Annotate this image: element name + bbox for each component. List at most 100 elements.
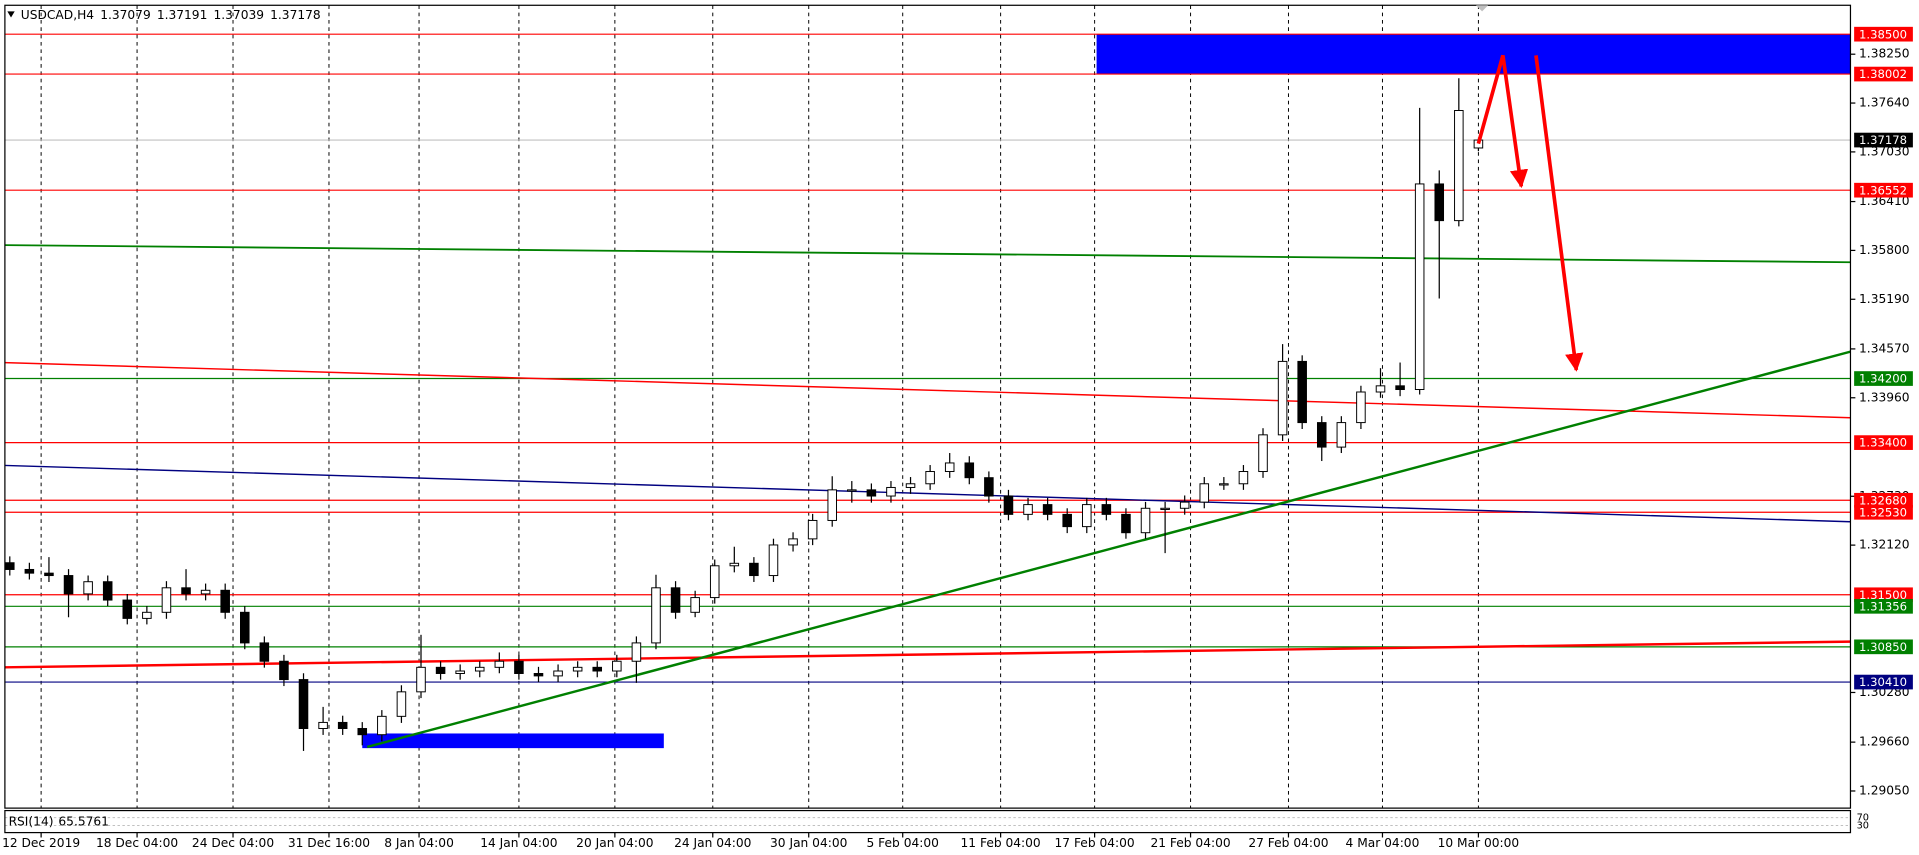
candle-body xyxy=(259,642,270,662)
candle-body xyxy=(161,587,172,613)
candle-body xyxy=(533,673,544,677)
candle-body xyxy=(807,519,818,540)
x-tick-label: 21 Feb 04:00 xyxy=(1150,836,1230,850)
candle-body xyxy=(1121,513,1131,534)
arrow xyxy=(1476,54,1529,189)
trendline xyxy=(4,464,1851,523)
y-tick-label: 1.29660 xyxy=(1859,735,1910,749)
candle-body xyxy=(572,666,583,672)
candle-body xyxy=(1082,504,1092,528)
last-high: 1.37191 xyxy=(157,8,208,22)
x-tick-label: 24 Dec 04:00 xyxy=(192,836,274,850)
candle-body xyxy=(279,660,289,681)
candle-body xyxy=(690,597,700,613)
candle-body xyxy=(24,568,35,574)
candle-body xyxy=(964,462,975,479)
candle-body xyxy=(886,486,896,497)
level-label-bg xyxy=(1854,26,1913,42)
y-tick-label: 1.32120 xyxy=(1859,538,1910,552)
candle-body xyxy=(1395,385,1405,391)
candle-body xyxy=(847,489,857,492)
menu-triangle[interactable] xyxy=(7,11,15,18)
candle-body xyxy=(435,666,446,674)
trendline xyxy=(366,350,1851,749)
x-tick-label: 27 Feb 04:00 xyxy=(1248,836,1328,850)
trendline xyxy=(4,244,1851,264)
candle-body xyxy=(1042,504,1053,515)
candle-body xyxy=(298,679,309,730)
level-label-bg xyxy=(1854,598,1913,614)
rsi-level-label: 70 xyxy=(1857,813,1869,824)
level-label: 1.33400 xyxy=(1859,436,1907,450)
candle-body xyxy=(631,642,642,662)
last-price-label-bg xyxy=(1854,132,1913,148)
overlay: 12 Dec 2019 18 Dec 04:00 24 Dec 04:00 31 De… xyxy=(2,26,1913,850)
candle-body xyxy=(181,587,191,595)
level-label-bg xyxy=(1854,674,1913,690)
candle-body xyxy=(788,538,798,546)
candle-body xyxy=(514,660,524,674)
x-tick-label: 24 Jan 04:00 xyxy=(674,836,751,850)
plot-border xyxy=(4,4,1852,809)
candle-body xyxy=(220,589,230,613)
candle-body xyxy=(1238,471,1249,485)
candle-body xyxy=(1023,504,1033,515)
candle-body xyxy=(5,562,15,570)
candle-body xyxy=(102,581,113,601)
level-label: 1.36552 xyxy=(1859,183,1907,197)
candle-body xyxy=(494,660,505,668)
x-tick-label: 17 Feb 04:00 xyxy=(1055,836,1135,850)
plot-area xyxy=(4,5,1851,809)
x-tick-label: 18 Dec 04:00 xyxy=(96,836,178,850)
rsi-pane-border xyxy=(4,809,1852,834)
level-label-bg xyxy=(1854,587,1913,603)
candle-body xyxy=(1434,183,1445,222)
level-label: 1.34200 xyxy=(1859,372,1907,386)
level-label: 1.31500 xyxy=(1859,588,1907,602)
y-tick-label: 1.38250 xyxy=(1859,47,1910,61)
candle-body xyxy=(1003,495,1014,515)
candle-body xyxy=(944,462,955,473)
level-label-bg xyxy=(1854,492,1913,508)
candle-body xyxy=(337,721,348,730)
last-price-label: 1.37178 xyxy=(1859,133,1907,147)
level-label-bg xyxy=(1854,504,1913,520)
candle-body xyxy=(729,562,740,567)
candle-body xyxy=(142,611,152,619)
candle-body xyxy=(925,471,935,485)
rsi-label: RSI(14) 65.5761 xyxy=(9,814,109,828)
candle-body xyxy=(1414,183,1425,391)
rsi-value: 65.5761 xyxy=(58,814,109,828)
zone xyxy=(1096,34,1851,75)
level-label: 1.31356 xyxy=(1859,599,1907,613)
y-tick-label: 1.35800 xyxy=(1859,243,1910,257)
arrow xyxy=(1534,55,1584,372)
y-tick-label: 1.36410 xyxy=(1859,194,1910,208)
candle-body xyxy=(827,489,837,521)
level-label: 1.30410 xyxy=(1859,675,1907,689)
x-tick-label: 11 Feb 04:00 xyxy=(961,836,1041,850)
y-tick-label: 1.33960 xyxy=(1859,390,1910,404)
x-tick-label: 31 Dec 16:00 xyxy=(288,836,370,850)
candle-body xyxy=(1160,507,1170,510)
rsi-name: RSI(14) xyxy=(9,814,54,828)
x-tick-label: 12 Dec 2019 xyxy=(2,836,80,850)
candle-body xyxy=(1140,507,1151,534)
x-tick-label: 5 Feb 04:00 xyxy=(867,836,939,850)
candle-body xyxy=(1316,422,1327,448)
candle-body xyxy=(83,581,93,595)
candle-body xyxy=(709,565,720,599)
candle-body xyxy=(749,562,759,577)
shift-marker xyxy=(1475,5,1489,12)
x-tick-label: 10 Mar 00:00 xyxy=(1438,836,1520,850)
symbol: USDCAD,H4 xyxy=(21,8,94,22)
level-label-bg xyxy=(1854,66,1913,82)
candle-body xyxy=(670,587,681,613)
candle-body xyxy=(984,477,994,497)
candle-body xyxy=(866,489,877,497)
y-tick-label: 1.29050 xyxy=(1859,783,1910,797)
candle-body xyxy=(318,721,328,730)
candle-body xyxy=(612,660,622,672)
candle-body xyxy=(122,599,133,619)
